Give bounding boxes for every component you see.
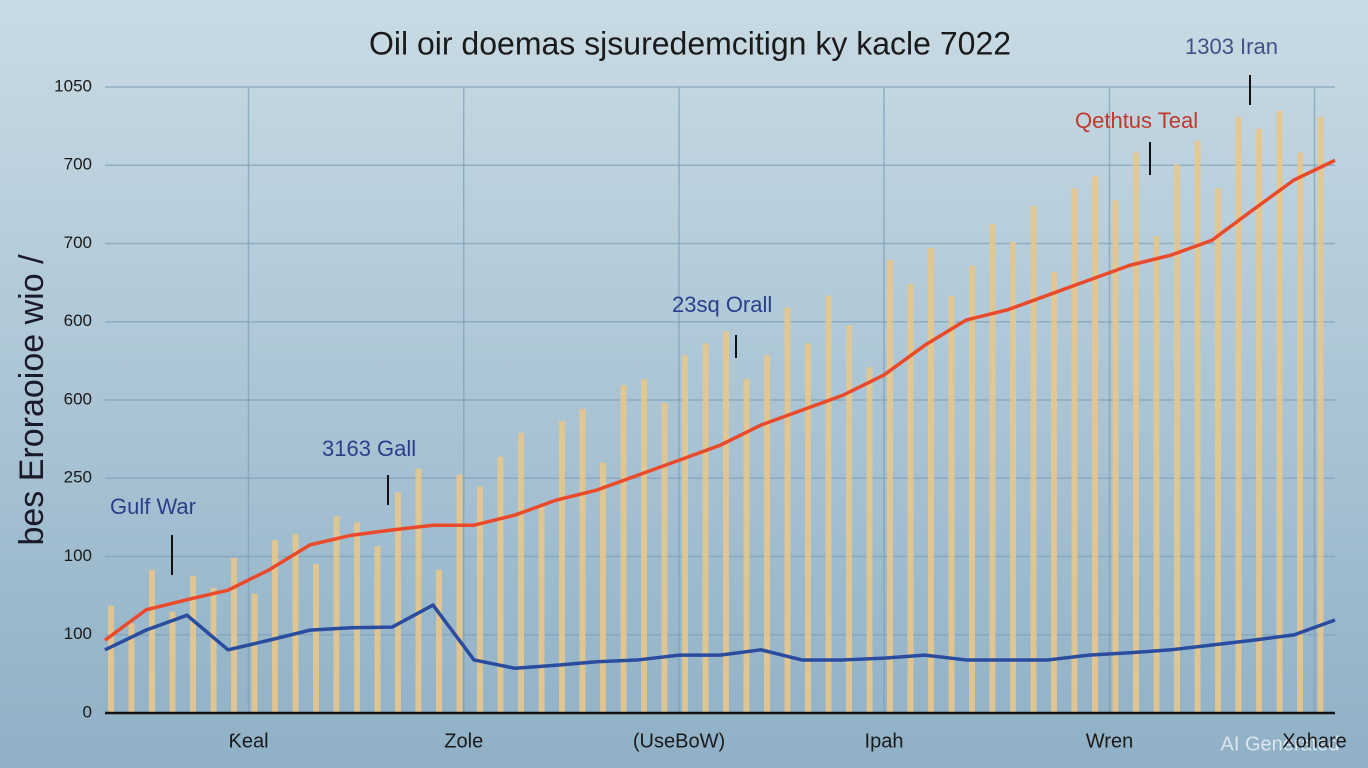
y-tick-label: 100 — [64, 546, 92, 565]
y-tick-label: 0 — [83, 702, 92, 721]
y-tick-label: 600 — [64, 311, 92, 330]
bar — [333, 516, 340, 713]
line — [103, 158, 1336, 642]
bar — [1133, 152, 1139, 714]
bar — [149, 569, 155, 713]
bar — [907, 283, 914, 713]
bar — [538, 504, 545, 713]
bar — [846, 325, 852, 713]
bar — [1194, 140, 1201, 713]
bar — [374, 546, 381, 713]
y-axis-label: bes Eroraoioe wio / — [13, 254, 51, 546]
bar — [436, 569, 442, 713]
annotation: 1303 Iran — [1185, 34, 1278, 59]
watermark: AI Generated — [1221, 733, 1340, 755]
bar — [477, 486, 483, 713]
bar — [661, 402, 668, 713]
bar — [784, 307, 791, 713]
bar — [969, 265, 975, 713]
bar — [251, 593, 258, 713]
bar — [1317, 116, 1324, 714]
bar — [1235, 116, 1242, 714]
bar — [415, 468, 422, 713]
x-tick-label: Ƙeal — [228, 730, 268, 752]
y-tick-label: 1050 — [54, 76, 92, 95]
bar — [1051, 271, 1057, 713]
bar — [559, 420, 565, 713]
x-tick-label: Zole — [444, 730, 483, 752]
bar — [108, 605, 114, 713]
bar — [825, 295, 832, 713]
y-tick-label: 700 — [64, 155, 92, 174]
x-tick-label: Ipah — [865, 730, 904, 752]
annotation: Qethtus Teal — [1075, 108, 1198, 133]
bar — [1092, 176, 1098, 713]
bar — [497, 456, 504, 713]
y-tick-label: 700 — [64, 233, 92, 252]
bar — [1153, 236, 1160, 714]
bar — [354, 522, 360, 713]
bar — [764, 355, 770, 713]
bar — [702, 343, 709, 713]
bar — [805, 343, 811, 713]
bar — [723, 331, 729, 713]
bar — [682, 355, 688, 713]
bar — [1297, 152, 1303, 714]
y-tick-label: 250 — [64, 468, 92, 487]
bar — [579, 408, 586, 713]
y-tick-label: 100 — [64, 624, 92, 643]
bar — [1010, 242, 1016, 713]
bar — [1276, 110, 1283, 714]
annotation: Gulf War — [110, 494, 196, 519]
bar — [928, 247, 934, 713]
bar — [989, 224, 996, 713]
bar — [518, 432, 524, 713]
bar — [866, 367, 873, 713]
bar — [292, 534, 299, 713]
bar — [948, 295, 955, 713]
line — [104, 603, 1336, 671]
bar — [169, 611, 176, 713]
bar — [313, 563, 319, 713]
annotation: 23sq Orall — [672, 292, 772, 317]
x-tick-label: Xohare — [1282, 730, 1347, 752]
bar — [395, 492, 401, 713]
bar — [743, 379, 750, 713]
bar — [456, 474, 463, 713]
bar — [1256, 128, 1262, 713]
bar — [641, 379, 647, 713]
bar — [190, 575, 196, 713]
chart-title: Oil oir doemas sjsuredemcitign ky kacle … — [369, 25, 1011, 61]
bar — [620, 385, 627, 713]
annotation: 3163 Gall — [322, 436, 416, 461]
y-tick-label: 600 — [64, 389, 92, 408]
bar — [1030, 206, 1037, 713]
bar — [887, 259, 893, 713]
bar — [231, 557, 237, 713]
bar — [1174, 164, 1180, 713]
bar — [210, 587, 217, 713]
x-tick-label: (UseBoW) — [633, 730, 725, 752]
x-tick-label: Wren — [1086, 730, 1133, 752]
bar — [1112, 200, 1119, 713]
bar — [128, 623, 135, 713]
bar — [1215, 188, 1221, 713]
bar — [272, 540, 278, 713]
bar — [1071, 188, 1078, 713]
bar — [600, 462, 606, 713]
